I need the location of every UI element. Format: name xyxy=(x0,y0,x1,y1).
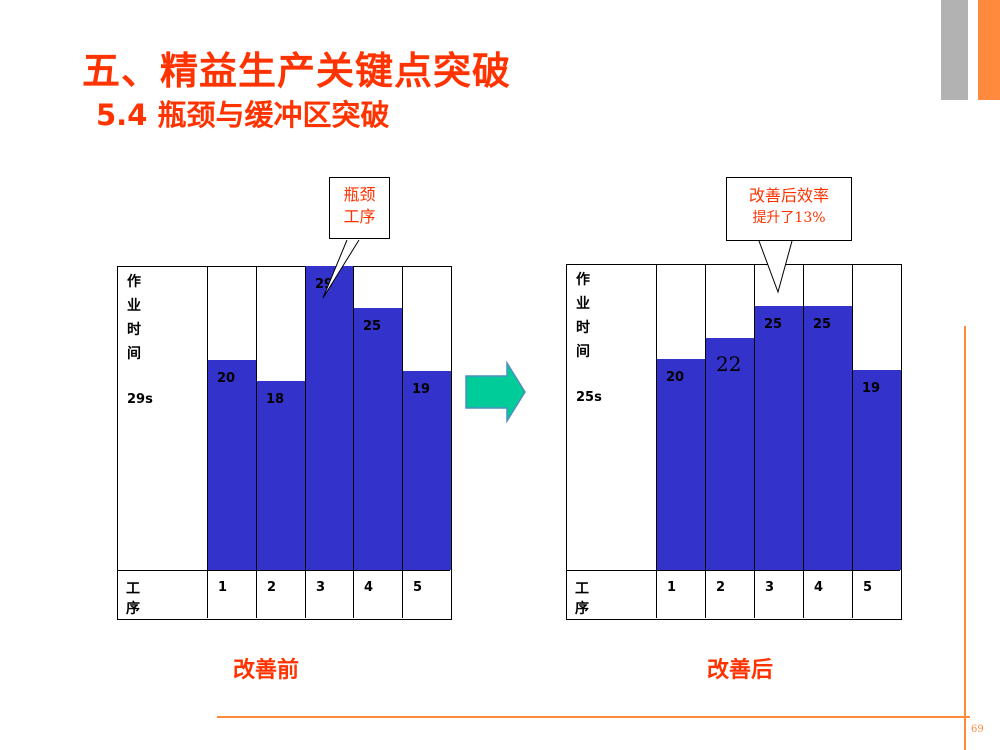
callout-line: 改善后效率 xyxy=(748,186,829,205)
y-axis-label-char: 业 xyxy=(127,298,141,314)
x-tick-label: 3 xyxy=(765,580,775,595)
x-axis-label: 工序 xyxy=(126,581,140,617)
bar-value-label: 19 xyxy=(862,381,881,396)
bar-value-label: 25 xyxy=(363,319,382,334)
bar-process-3 xyxy=(305,266,353,570)
bar-process-4 xyxy=(803,306,852,570)
bar-process-5 xyxy=(852,370,901,570)
baseline xyxy=(566,570,900,571)
page-title: 五、精益生产关键点突破 xyxy=(82,49,512,93)
y-axis-label: 作业时间 xyxy=(127,270,147,366)
bar-process-5 xyxy=(402,371,451,570)
x-tick-label: 1 xyxy=(667,580,677,595)
caption-before: 改善前 xyxy=(233,658,300,683)
column-divider xyxy=(901,264,902,618)
caption-after: 改善后 xyxy=(707,658,774,683)
column-divider xyxy=(852,264,853,618)
bar-process-1 xyxy=(207,360,256,570)
y-axis-label-char: 间 xyxy=(576,344,590,360)
bar-process-3 xyxy=(754,306,803,570)
column-divider xyxy=(451,266,452,618)
callout-efficiency: 改善后效率 提升了13% xyxy=(726,177,852,241)
callout-line: 提升了13% xyxy=(752,210,826,226)
bar-process-2 xyxy=(256,381,305,570)
column-divider xyxy=(305,266,306,618)
y-axis-label-char: 作 xyxy=(127,274,141,290)
decor-orange-bar xyxy=(978,0,1000,100)
x-tick-label: 3 xyxy=(316,580,326,595)
bar-value-label: 25 xyxy=(764,317,783,332)
page-subtitle: 5.4 瓶颈与缓冲区突破 xyxy=(96,98,390,132)
y-axis-label-char: 时 xyxy=(127,322,141,338)
bar-process-1 xyxy=(656,359,705,570)
x-tick-label: 5 xyxy=(863,580,873,595)
bar-value-label: 19 xyxy=(412,382,431,397)
takt-time: 29s xyxy=(127,392,153,407)
y-axis-label: 作业时间 xyxy=(576,268,596,364)
column-divider xyxy=(207,266,208,618)
x-tick-label: 2 xyxy=(716,580,726,595)
side-rule xyxy=(964,326,966,750)
x-tick-label: 1 xyxy=(218,580,228,595)
bar-value-label: 25 xyxy=(813,317,832,332)
footer-rule xyxy=(217,716,970,718)
decor-gray-bar xyxy=(941,0,968,100)
column-divider xyxy=(402,266,403,618)
bar-process-2 xyxy=(705,338,754,570)
callout-line: 工序 xyxy=(343,207,376,226)
column-divider xyxy=(705,264,706,618)
bar-value-label: 18 xyxy=(266,392,285,407)
column-divider xyxy=(353,266,354,618)
bar-value-label: 22 xyxy=(716,352,742,376)
x-axis-label: 工序 xyxy=(575,581,589,617)
x-tick-label: 4 xyxy=(814,580,824,595)
y-axis-label-char: 间 xyxy=(127,346,141,362)
bar-value-label: 20 xyxy=(666,370,685,385)
y-axis-label-char: 业 xyxy=(576,296,590,312)
bar-value-label: 20 xyxy=(217,371,236,386)
bar-value-label: 29 xyxy=(315,277,334,292)
takt-time: 25s xyxy=(576,390,602,405)
callout-line: 瓶颈 xyxy=(343,185,376,204)
callout-bottleneck: 瓶颈 工序 xyxy=(329,177,390,239)
y-axis-label-char: 作 xyxy=(576,272,590,288)
column-divider xyxy=(256,266,257,618)
column-divider xyxy=(754,264,755,618)
right-arrow-icon xyxy=(465,360,526,424)
x-tick-label: 4 xyxy=(364,580,374,595)
column-divider xyxy=(656,264,657,618)
page-number: 69 xyxy=(971,724,984,735)
baseline xyxy=(117,570,450,571)
x-tick-label: 2 xyxy=(267,580,277,595)
y-axis-label-char: 时 xyxy=(576,320,590,336)
column-divider xyxy=(803,264,804,618)
x-tick-label: 5 xyxy=(413,580,423,595)
bar-process-4 xyxy=(353,308,402,570)
